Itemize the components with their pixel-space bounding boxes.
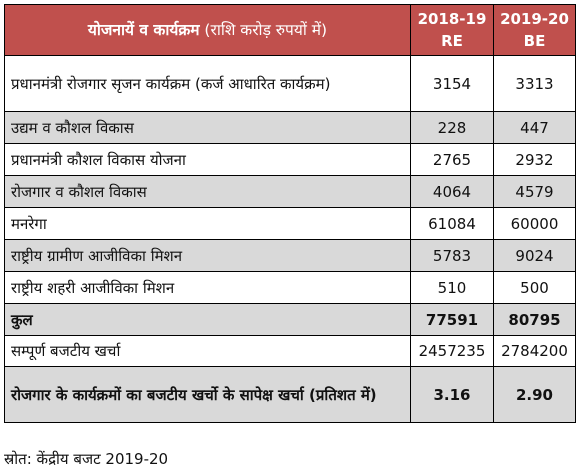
row-label: प्रधानमंत्री रोजगार सृजन कार्यक्रम (कर्ज… <box>4 55 411 112</box>
row-value-be: 60000 <box>493 207 576 240</box>
row-value-re: 228 <box>410 111 494 144</box>
row-label: राष्ट्रीय शहरी आजीविका मिशन <box>4 271 411 304</box>
row-label: राष्ट्रीय ग्रामीण आजीविका मिशन <box>4 239 411 272</box>
row-value-be: 80795 <box>493 303 576 336</box>
row-label: रोजगार व कौशल विकास <box>4 175 411 208</box>
row-label: मनरेगा <box>4 207 411 240</box>
row-label: उद्यम व कौशल विकास <box>4 111 411 144</box>
row-value-re: 5783 <box>410 239 494 272</box>
source-note: स्रोत: केंद्रीय बजट 2019-20 <box>4 450 169 468</box>
row-label: कुल <box>4 303 411 336</box>
row-label: प्रधानमंत्री कौशल विकास योजना <box>4 143 411 176</box>
row-value-be: 3313 <box>493 55 576 112</box>
row-value-be: 500 <box>493 271 576 304</box>
header-re-type: RE <box>441 32 463 50</box>
budget-table: योजनायें व कार्यक्रम (राशि करोड़ रुपयों … <box>4 4 576 423</box>
header-schemes: योजनायें व कार्यक्रम (राशि करोड़ रुपयों … <box>4 4 411 56</box>
table-row: सम्पूर्ण बजटीय खर्चा 2457235 2784200 <box>4 335 576 367</box>
table-row: उद्यम व कौशल विकास 228 447 <box>4 111 576 144</box>
table-row: प्रधानमंत्री कौशल विकास योजना 2765 2932 <box>4 143 576 176</box>
header-re-year: 2018-19 <box>417 10 487 28</box>
row-value-re: 4064 <box>410 175 494 208</box>
row-value-re: 3154 <box>410 55 494 112</box>
table-row-share: रोजगार के कार्यक्रमों का बजटीय खर्चो के … <box>4 366 576 423</box>
row-value-be: 2932 <box>493 143 576 176</box>
row-value-be: 4579 <box>493 175 576 208</box>
header-be-year: 2019-20 <box>500 10 569 28</box>
table-header-row: योजनायें व कार्यक्रम (राशि करोड़ रुपयों … <box>4 4 576 56</box>
row-value-re: 2765 <box>410 143 494 176</box>
header-2018-19-re: 2018-19 RE <box>410 4 494 56</box>
table-row: मनरेगा 61084 60000 <box>4 207 576 240</box>
row-value-be: 2.90 <box>493 366 576 423</box>
row-value-re: 510 <box>410 271 494 304</box>
table-row: राष्ट्रीय ग्रामीण आजीविका मिशन 5783 9024 <box>4 239 576 272</box>
table-row: प्रधानमंत्री रोजगार सृजन कार्यक्रम (कर्ज… <box>4 55 576 112</box>
row-value-be: 2784200 <box>493 335 576 367</box>
row-value-be: 447 <box>493 111 576 144</box>
row-value-re: 77591 <box>410 303 494 336</box>
row-value-re: 3.16 <box>410 366 494 423</box>
header-schemes-title: योजनायें व कार्यक्रम <box>87 21 200 39</box>
row-label: रोजगार के कार्यक्रमों का बजटीय खर्चो के … <box>4 366 411 423</box>
row-value-re: 2457235 <box>410 335 494 367</box>
header-schemes-unit: (राशि करोड़ रुपयों में) <box>199 21 328 39</box>
table-row-total: कुल 77591 80795 <box>4 303 576 336</box>
row-label: सम्पूर्ण बजटीय खर्चा <box>4 335 411 367</box>
header-be-type: BE <box>523 32 546 50</box>
row-value-be: 9024 <box>493 239 576 272</box>
table-row: रोजगार व कौशल विकास 4064 4579 <box>4 175 576 208</box>
table-row: राष्ट्रीय शहरी आजीविका मिशन 510 500 <box>4 271 576 304</box>
header-2019-20-be: 2019-20 BE <box>493 4 576 56</box>
row-value-re: 61084 <box>410 207 494 240</box>
